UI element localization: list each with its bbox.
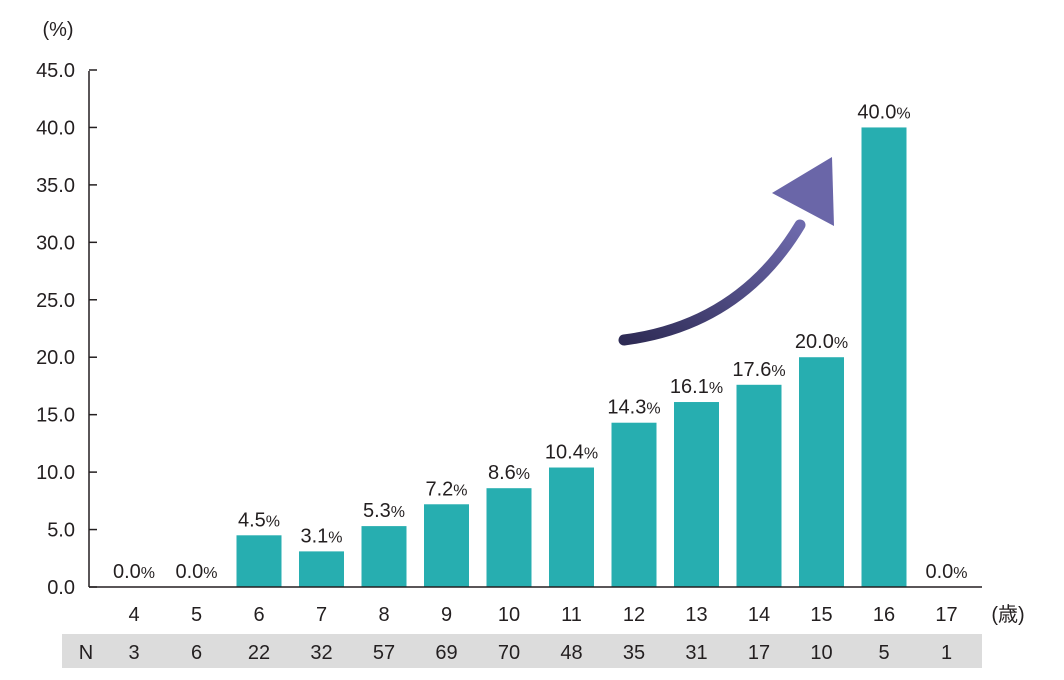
n-value: 31 (685, 642, 707, 664)
bar-13 (674, 402, 719, 587)
data-label: 5.3% (363, 500, 405, 522)
bar-16 (861, 127, 907, 587)
x-tick-label: 17 (935, 604, 957, 626)
y-tick-label: 40.0 (36, 117, 75, 139)
data-label: 8.6% (488, 462, 530, 484)
x-tick-label: 14 (748, 604, 770, 626)
n-value: 17 (748, 642, 770, 664)
bar-12 (611, 422, 657, 587)
y-axis-ticks: 0.0 5.0 10.0 15.0 20.0 25.0 30.0 35.0 40.0 45.0 (36, 60, 97, 599)
x-tick-label: 15 (810, 604, 832, 626)
data-label: 0.0% (925, 561, 967, 583)
n-value: 22 (248, 642, 270, 664)
x-tick-label: 5 (191, 604, 202, 626)
data-label: 10.4% (545, 442, 598, 464)
data-label: 0.0% (113, 561, 155, 583)
y-tick-label: 0.0 (47, 577, 75, 599)
n-value: 70 (498, 642, 520, 664)
x-tick-label: 12 (623, 604, 645, 626)
data-label: 16.1% (670, 376, 723, 398)
y-tick-label: 45.0 (36, 60, 75, 82)
x-tick-label: 8 (378, 604, 389, 626)
x-axis-ticks: 4 5 6 7 8 9 10 11 12 13 14 15 16 17 (128, 604, 957, 626)
y-tick-label: 5.0 (47, 520, 75, 542)
n-value: 10 (810, 642, 832, 664)
y-tick-label: 20.0 (36, 347, 75, 369)
n-row-label: N (79, 642, 93, 664)
bar-8 (361, 526, 407, 587)
x-tick-label: 16 (873, 604, 895, 626)
n-value: 32 (310, 642, 332, 664)
x-unit-label: (歳) (991, 603, 1024, 626)
x-tick-label: 10 (498, 604, 520, 626)
y-tick-label: 35.0 (36, 175, 75, 197)
n-value: 3 (128, 642, 139, 664)
x-tick-label: 7 (316, 604, 327, 626)
data-labels: 0.0% 0.0% 4.5% 3.1% 5.3% 7.2% 8.6% 10.4% 14.3% 16… (113, 101, 968, 583)
data-label: 3.1% (300, 525, 342, 547)
y-tick-label: 25.0 (36, 290, 75, 312)
data-label: 14.3% (607, 397, 660, 419)
bar-10 (486, 488, 532, 587)
y-tick-label: 10.0 (36, 462, 75, 484)
y-tick-label: 30.0 (36, 232, 75, 254)
bar-11 (549, 467, 594, 587)
bar-14 (736, 384, 782, 587)
data-label: 17.6% (732, 359, 785, 381)
n-values: 3 6 22 32 57 69 70 48 35 31 17 10 5 1 (128, 642, 952, 664)
x-tick-label: 13 (685, 604, 707, 626)
n-value: 48 (560, 642, 582, 664)
trend-arrow-icon (618, 157, 834, 346)
n-value: 35 (623, 642, 645, 664)
n-value: 6 (191, 642, 202, 664)
n-row-background (62, 634, 982, 668)
data-label: 7.2% (425, 478, 467, 500)
n-value: 69 (435, 642, 457, 664)
data-label: 40.0% (857, 101, 910, 123)
bar-15 (799, 357, 844, 587)
x-tick-label: 6 (253, 604, 264, 626)
y-tick-label: 15.0 (36, 405, 75, 427)
bar-9 (424, 504, 469, 587)
bar-7 (299, 551, 344, 587)
data-label: 0.0% (175, 561, 217, 583)
data-label: 4.5% (238, 509, 280, 531)
x-tick-label: 11 (561, 604, 582, 626)
y-unit-label: (%) (42, 19, 73, 41)
data-label: 20.0% (795, 331, 848, 353)
x-tick-label: 9 (441, 604, 452, 626)
n-value: 57 (373, 642, 395, 664)
n-value: 5 (878, 642, 889, 664)
bar-6 (236, 535, 282, 587)
n-value: 1 (941, 642, 952, 664)
bars (236, 127, 907, 587)
x-tick-label: 4 (128, 604, 139, 626)
